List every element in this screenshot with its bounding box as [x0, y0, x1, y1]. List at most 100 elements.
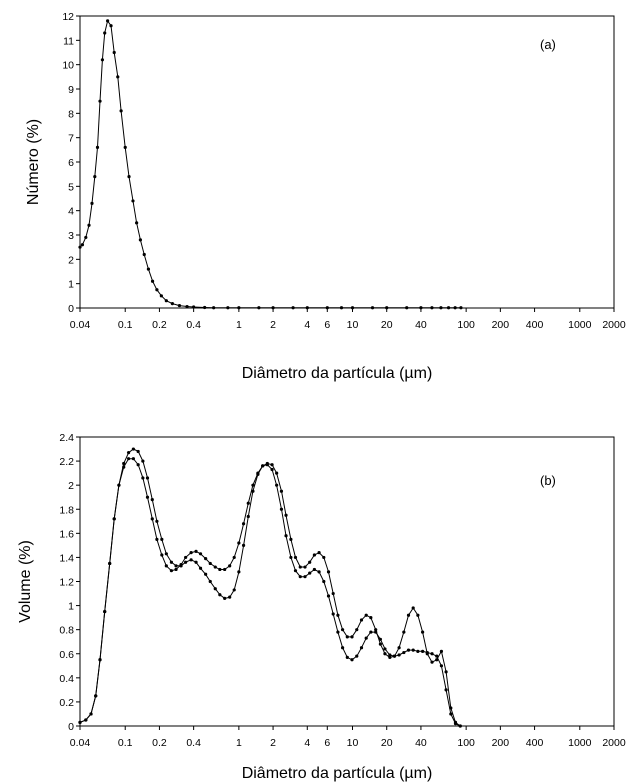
data-point: [345, 655, 349, 659]
data-point: [228, 595, 232, 599]
x-tick-label: 40: [415, 737, 427, 749]
data-point: [145, 495, 150, 499]
data-point: [364, 636, 368, 640]
y-tick-label: 1.6: [59, 528, 74, 540]
data-point: [117, 483, 121, 487]
data-point: [355, 628, 359, 632]
data-point: [228, 564, 232, 568]
data-point: [406, 648, 411, 652]
data-point: [298, 565, 302, 569]
data-point: [84, 235, 88, 240]
x-axis-title: Diâmetro da partícula (µm): [242, 765, 433, 782]
data-point: [169, 560, 174, 564]
y-tick-label: 10: [62, 60, 74, 72]
data-point: [411, 648, 415, 652]
x-tick-label: 0.2: [152, 737, 167, 749]
data-point: [141, 476, 145, 480]
data-point: [251, 483, 255, 487]
data-point: [303, 575, 307, 579]
data-point: [237, 541, 241, 545]
data-point: [355, 654, 359, 658]
data-point: [308, 560, 312, 564]
data-point: [385, 306, 389, 310]
series-markers-1: [78, 447, 462, 728]
panel-label: (a): [540, 37, 556, 52]
y-axis-title: Número (%): [25, 119, 42, 205]
data-point: [322, 579, 326, 584]
data-point: [123, 145, 127, 149]
data-point: [84, 718, 88, 722]
data-point: [293, 555, 298, 560]
data-point: [350, 306, 355, 310]
data-point: [430, 652, 434, 656]
data-point: [93, 175, 97, 179]
data-point: [241, 543, 246, 547]
y-tick-label: 11: [63, 35, 74, 47]
data-point: [270, 463, 274, 467]
x-tick-label: 100: [457, 319, 475, 331]
y-tick-label: 6: [68, 157, 74, 169]
data-point: [189, 558, 193, 562]
data-point: [326, 570, 331, 574]
series-line-1: [79, 448, 461, 727]
x-tick-label: 40: [415, 319, 427, 331]
x-tick-label: 2: [270, 737, 276, 749]
data-point: [78, 720, 82, 724]
data-point: [411, 606, 415, 610]
data-point: [100, 58, 105, 62]
data-point: [90, 201, 94, 205]
x-tick-label: 1000: [568, 737, 592, 749]
data-point: [293, 569, 298, 573]
data-point: [359, 646, 364, 650]
data-point: [119, 109, 123, 113]
y-tick-label: 1.8: [59, 504, 74, 516]
x-tick-label: 10: [347, 319, 359, 331]
data-point: [78, 245, 82, 249]
plot-frame: [79, 436, 615, 727]
data-point: [232, 588, 236, 592]
data-point: [223, 567, 227, 572]
x-tick-label: 4: [304, 319, 310, 331]
data-point: [340, 628, 345, 632]
data-point: [339, 306, 344, 310]
x-tick-label: 1000: [568, 319, 592, 331]
data-point: [103, 610, 107, 614]
data-point: [185, 304, 189, 309]
data-point: [350, 658, 354, 662]
data-point: [261, 464, 265, 468]
data-point: [279, 489, 284, 493]
y-tick-label: 1: [68, 601, 74, 613]
series-markers-2: [78, 457, 462, 728]
x-tick-label: 0.4: [186, 319, 201, 331]
y-tick-label: 4: [68, 206, 74, 218]
data-point: [435, 654, 439, 658]
x-tick-label: 0.1: [118, 319, 133, 331]
data-point: [98, 658, 102, 662]
data-point: [392, 654, 397, 658]
data-point: [237, 306, 241, 310]
data-point: [405, 306, 409, 310]
data-point: [453, 306, 457, 310]
x-tick-label: 1: [236, 319, 242, 331]
data-point: [160, 537, 164, 541]
data-point: [213, 587, 217, 591]
data-point: [184, 555, 188, 560]
y-tick-label: 0.8: [59, 625, 74, 637]
data-point: [194, 549, 198, 553]
data-point: [369, 616, 373, 620]
data-point: [146, 267, 151, 271]
data-point: [421, 649, 425, 653]
y-tick-label: 2.4: [59, 432, 74, 444]
data-point: [164, 552, 168, 556]
data-point: [303, 565, 307, 569]
data-point: [322, 555, 326, 560]
x-tick-label: 10: [347, 737, 359, 749]
data-point: [95, 145, 100, 149]
data-point: [126, 451, 131, 455]
data-point: [218, 593, 222, 597]
data-point: [317, 570, 321, 574]
data-point: [136, 463, 140, 467]
data-point: [284, 513, 288, 517]
series-line-2: [79, 458, 461, 727]
y-tick-label: 0.2: [59, 697, 74, 709]
